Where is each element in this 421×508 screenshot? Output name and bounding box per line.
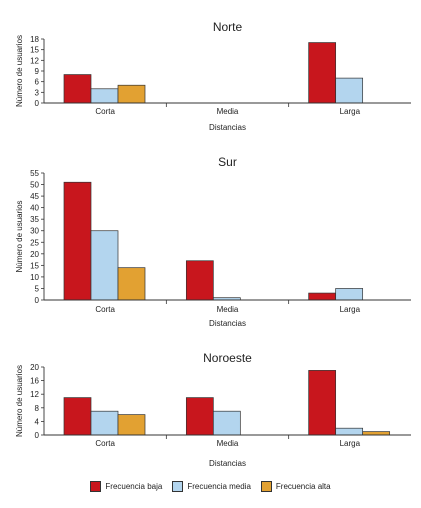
p2-y-axis-label: Número de usuarios [15, 200, 24, 272]
p3-y-tick-label: 16 [30, 377, 39, 386]
p3-x-axis-label: Distancias [209, 459, 246, 468]
legend: Frecuencia baja Frecuencia media Frecuen… [0, 481, 421, 492]
p3-title: Noroeste [203, 351, 252, 365]
p2-y-tick-label: 45 [30, 192, 39, 201]
legend-item-frecuencia-baja: Frecuencia baja [90, 481, 162, 492]
p1-title: Norte [213, 20, 243, 34]
p2-x-tick-label-media: Media [217, 305, 239, 314]
p1-x-tick-label-media: Media [217, 107, 239, 116]
p2-bar-larga-frecuencia-baja [308, 292, 337, 301]
p1-y-tick-label: 3 [35, 88, 40, 97]
p3-bar-media-frecuencia-media [212, 410, 241, 436]
p3-bar-larga-frecuencia-baja [308, 370, 337, 436]
p1-x-axis-label: Distancias [209, 123, 246, 132]
p2-bar-corta-frecuencia-alta [117, 267, 146, 301]
p1-y-tick-label: 9 [35, 67, 40, 76]
p2-y-tick-label: 5 [35, 284, 40, 293]
p2-y-tick-label: 0 [35, 296, 40, 305]
legend-item-frecuencia-media: Frecuencia media [172, 481, 251, 492]
p2-y-tick-label: 20 [30, 250, 39, 259]
p3-bar-corta-frecuencia-media [90, 410, 119, 436]
p3-y-tick-label: 4 [35, 417, 40, 426]
p1-y-tick-label: 18 [30, 35, 39, 44]
p1-y-tick-label: 15 [30, 46, 39, 55]
p1-bar-corta-frecuencia-media [90, 88, 119, 104]
p1-bar-corta-frecuencia-alta [117, 84, 146, 104]
p2-y-tick-label: 30 [30, 227, 39, 236]
p2-y-tick-label: 40 [30, 204, 39, 213]
p1-bar-larga-frecuencia-media [335, 77, 364, 104]
p2-y-tick-label: 50 [30, 181, 39, 190]
p2-x-tick-label-larga: Larga [340, 305, 361, 314]
p2-y-tick-label: 25 [30, 238, 39, 247]
p3-y-tick-label: 12 [30, 390, 39, 399]
p1-y-tick-label: 6 [35, 78, 40, 87]
p3-y-tick-label: 0 [35, 431, 40, 440]
legend-item-frecuencia-alta: Frecuencia alta [260, 481, 331, 492]
p1-y-tick-label: 12 [30, 56, 39, 65]
p3-y-tick-label: 20 [30, 363, 39, 372]
p3-y-tick-label: 8 [35, 404, 40, 413]
legend-swatch-frecuencia-alta [260, 481, 272, 492]
p1-bar-larga-frecuencia-baja [308, 42, 337, 104]
p2-bar-media-frecuencia-baja [185, 260, 214, 301]
p3-bar-media-frecuencia-baja [185, 397, 214, 436]
legend-label-frecuencia-media: Frecuencia media [187, 482, 251, 491]
p3-x-tick-label-larga: Larga [340, 439, 361, 448]
p1-y-axis-label: Número de usuarios [15, 35, 24, 107]
p1-x-tick-label-larga: Larga [340, 107, 361, 116]
p1-bar-corta-frecuencia-baja [63, 74, 92, 104]
legend-label-frecuencia-baja: Frecuencia baja [105, 482, 163, 491]
p2-x-tick-label-corta: Corta [95, 305, 115, 314]
p2-y-tick-label: 35 [30, 215, 39, 224]
p3-bar-larga-frecuencia-media [335, 427, 364, 436]
p2-y-tick-label: 55 [30, 169, 39, 178]
p3-bar-corta-frecuencia-alta [117, 414, 146, 436]
p2-x-axis-label: Distancias [209, 319, 246, 328]
legend-swatch-frecuencia-baja [90, 481, 102, 492]
p1-y-tick-label: 0 [35, 99, 40, 108]
p1-x-tick-label-corta: Corta [95, 107, 115, 116]
legend-label-frecuencia-alta: Frecuencia alta [275, 482, 331, 491]
p2-y-tick-label: 15 [30, 261, 39, 270]
p3-bar-corta-frecuencia-baja [63, 397, 92, 436]
p2-title: Sur [218, 155, 237, 169]
p3-x-tick-label-media: Media [217, 439, 239, 448]
p2-bar-corta-frecuencia-media [90, 230, 119, 301]
legend-swatch-frecuencia-media [172, 481, 184, 492]
p2-y-tick-label: 10 [30, 273, 39, 282]
p2-bar-corta-frecuencia-baja [63, 181, 92, 301]
p3-x-tick-label-corta: Corta [95, 439, 115, 448]
p3-bar-larga-frecuencia-alta [362, 431, 391, 436]
p2-bar-larga-frecuencia-media [335, 288, 364, 301]
p3-y-axis-label: Número de usuarios [15, 365, 24, 437]
